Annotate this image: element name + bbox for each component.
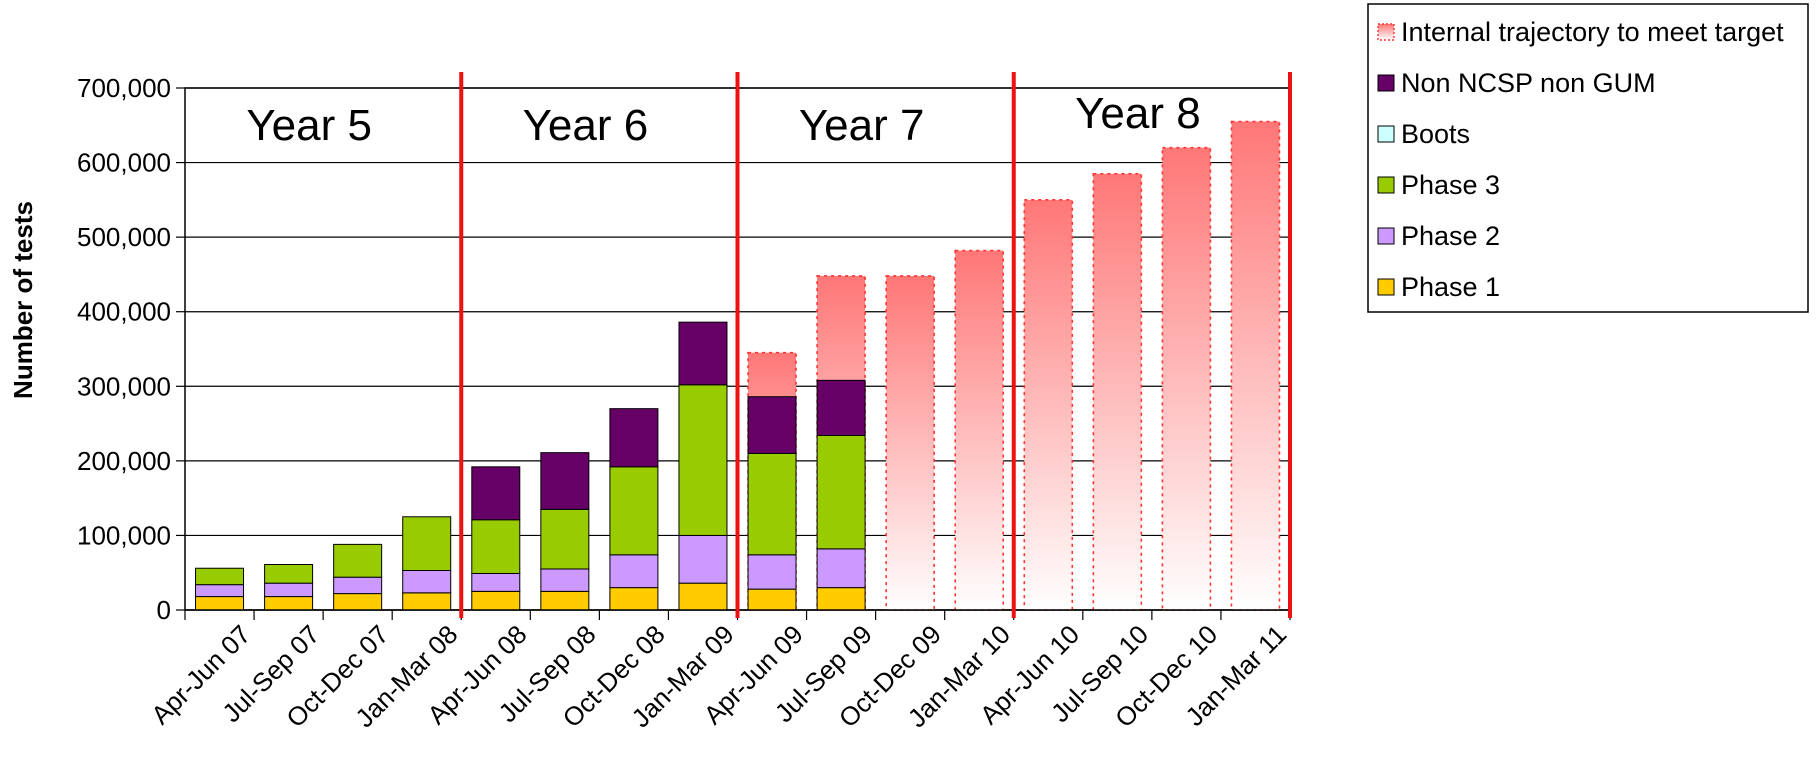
bar-segment-phase-1 [195,596,245,611]
bar-segment-phase-1 [609,587,659,611]
bar-segment-phase-3 [609,466,659,556]
legend-label: Boots [1401,119,1470,149]
data-bars [195,321,866,611]
bar-segment-phase-3 [264,564,314,584]
legend-label: Phase 1 [1401,272,1500,302]
year-labels: Year 5 Year 6 Year 7 Year 8 [246,89,1200,150]
legend-swatch [1377,176,1395,194]
y-tick-label: 100,000 [77,520,171,550]
legend-label: Non NCSP non GUM [1401,68,1656,98]
year-label: Year 6 [523,101,649,150]
bar-segment-phase-3 [678,384,728,536]
bar-segment-phase-3 [747,452,797,556]
target-bar [1023,199,1074,611]
target-bar [1092,172,1143,611]
bar-segment-phase-2 [609,554,659,589]
bar-segment-phase-3 [540,508,590,570]
year-label: Year 8 [1075,89,1201,138]
legend-swatch [1377,23,1395,41]
bar-segment-phase-1 [540,590,590,611]
bar-segment-phase-2 [471,572,521,592]
year-label: Year 5 [246,101,372,150]
bar-segment-phase-2 [816,548,866,589]
bar-segment-phase-2 [540,568,590,592]
bar-segment-phase-3 [816,435,866,550]
legend-swatch [1377,278,1395,296]
y-axis-label: Number of tests [8,201,38,399]
target-bar [1161,146,1212,611]
legend: Internal trajectory to meet target Non NC… [1367,3,1809,313]
target-bar [1230,120,1281,611]
legend-swatch [1377,125,1395,143]
y-tick-label: 700,000 [77,73,171,103]
bar-segment-non-ncsp-non-gum [540,452,590,510]
bar-segment-phase-1 [747,588,797,611]
bar-segment-phase-2 [195,584,245,598]
bar-segment-phase-3 [402,516,452,571]
bar-segment-non-ncsp-non-gum [747,396,797,454]
bar-segment-phase-1 [333,593,383,611]
y-tick-labels: 0 100,000 200,000 300,000 400,000 500,000 600,… [77,73,171,625]
target-bar [954,249,1005,611]
legend-swatch [1377,227,1395,245]
bar-segment-phase-2 [264,582,314,598]
year-dividers [459,72,1292,618]
bar-segment-phase-2 [678,534,728,584]
bar-segment-phase-1 [471,590,521,611]
bar-segment-non-ncsp-non-gum [816,379,866,437]
legend-label: Phase 2 [1401,221,1500,251]
bar-segment-phase-2 [747,554,797,590]
bar-segment-phase-3 [195,567,245,586]
bar-segment-phase-3 [471,519,521,574]
y-tick-label: 600,000 [77,148,171,178]
y-tick-label: 0 [157,595,171,625]
bar-segment-non-ncsp-non-gum [471,466,521,521]
bar-segment-phase-1 [816,587,866,611]
bar-segment-non-ncsp-non-gum [678,321,728,386]
bar-segment-phase-1 [402,592,452,611]
bar-segment-phase-2 [333,576,383,595]
legend-swatch [1377,74,1395,92]
bar-segment-non-ncsp-non-gum [609,408,659,468]
bar-segment-phase-1 [264,596,314,611]
bar-segment-phase-2 [402,569,452,594]
bar-segment-phase-1 [678,582,728,611]
bar-segment-phase-3 [333,543,383,578]
y-tick-label: 400,000 [77,297,171,327]
target-bar [885,275,935,611]
y-tick-label: 200,000 [77,446,171,476]
year-label: Year 7 [799,101,925,150]
legend-box [1367,3,1809,313]
y-tick-label: 500,000 [77,222,171,252]
legend-label: Phase 3 [1401,170,1500,200]
legend-label: Internal trajectory to meet target [1401,17,1784,47]
y-tick-label: 300,000 [77,371,171,401]
